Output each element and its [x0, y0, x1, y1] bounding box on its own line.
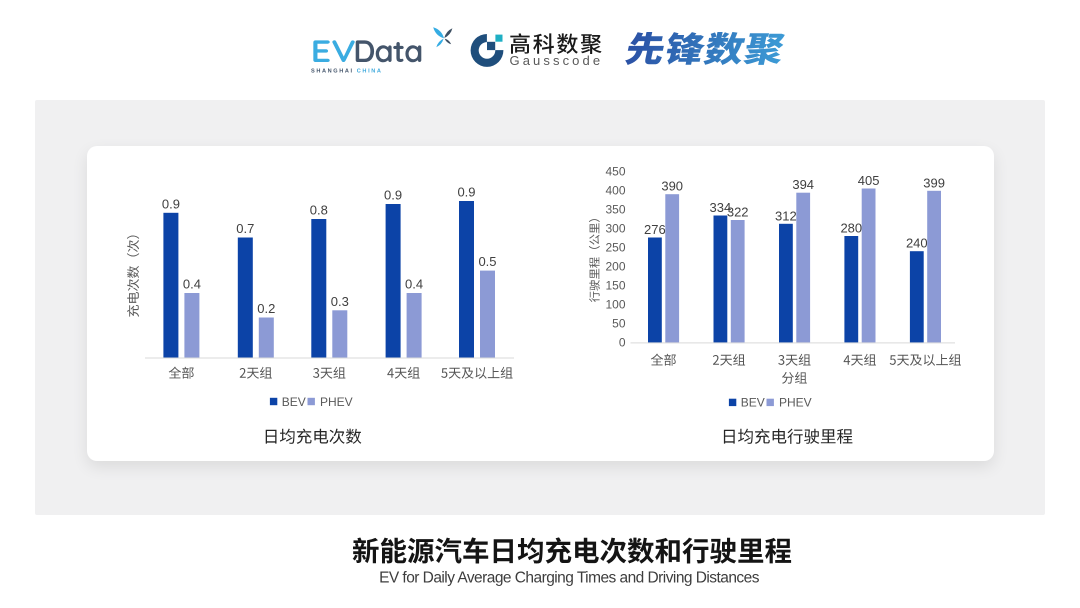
svg-text:0.4: 0.4: [405, 277, 423, 292]
svg-text:450: 450: [605, 165, 625, 179]
svg-text:394: 394: [792, 177, 814, 192]
svg-text:390: 390: [661, 179, 683, 194]
svg-text:0.8: 0.8: [310, 203, 328, 218]
svg-text:PHEV: PHEV: [320, 395, 353, 409]
svg-text:280: 280: [840, 221, 862, 236]
svg-text:250: 250: [605, 241, 625, 255]
svg-text:276: 276: [644, 222, 666, 237]
svg-text:0.9: 0.9: [162, 196, 180, 211]
svg-text:0: 0: [619, 336, 626, 350]
svg-text:0.4: 0.4: [183, 277, 201, 292]
svg-text:BEV: BEV: [741, 396, 765, 410]
svg-text:SHANGHAI CHINA: SHANGHAI CHINA: [311, 69, 383, 75]
svg-text:399: 399: [923, 175, 945, 190]
svg-text:150: 150: [605, 279, 625, 293]
svg-text:0.7: 0.7: [236, 221, 254, 236]
svg-text:Gausscode: Gausscode: [510, 53, 604, 68]
svg-text:400: 400: [605, 184, 625, 198]
svg-text:100: 100: [605, 298, 625, 312]
svg-text:200: 200: [605, 260, 625, 274]
svg-text:0.2: 0.2: [257, 301, 275, 316]
svg-text:0.9: 0.9: [384, 188, 402, 203]
svg-text:322: 322: [727, 205, 749, 220]
svg-text:0.3: 0.3: [331, 294, 349, 309]
svg-text:312: 312: [775, 208, 797, 223]
svg-text:PHEV: PHEV: [779, 396, 812, 410]
svg-text:0.5: 0.5: [478, 254, 496, 269]
svg-text:350: 350: [605, 203, 625, 217]
svg-text:300: 300: [605, 222, 625, 236]
svg-text:240: 240: [906, 236, 928, 251]
svg-text:334: 334: [710, 200, 732, 215]
svg-text:405: 405: [858, 173, 880, 188]
svg-text:EV for Daily Average Charging: EV for Daily Average Charging Times and …: [379, 569, 760, 586]
svg-text:BEV: BEV: [282, 395, 306, 409]
svg-text:50: 50: [612, 317, 626, 331]
svg-text:0.9: 0.9: [457, 185, 475, 200]
